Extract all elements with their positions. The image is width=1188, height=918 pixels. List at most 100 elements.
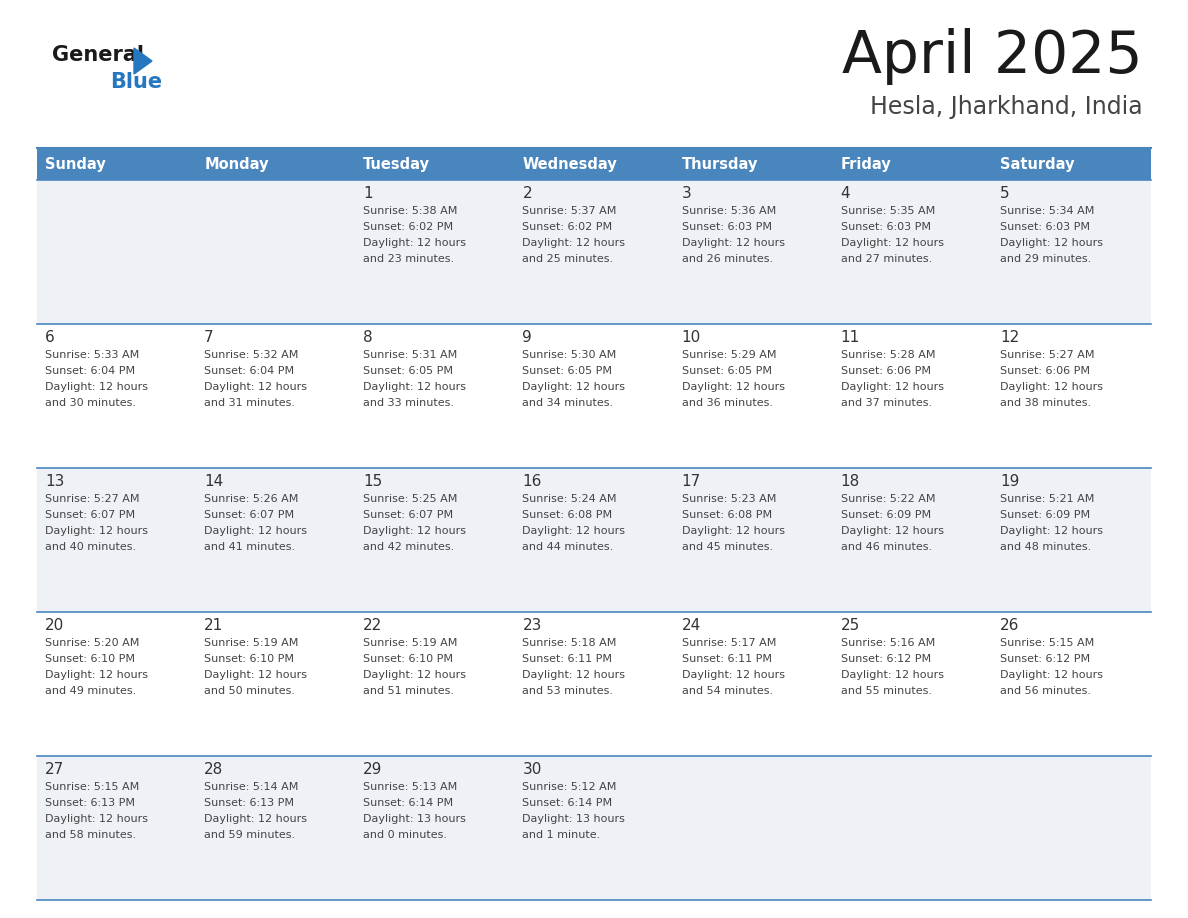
- Text: Daylight: 12 hours: Daylight: 12 hours: [841, 238, 943, 248]
- Text: Tuesday: Tuesday: [364, 156, 430, 172]
- Text: 27: 27: [45, 762, 64, 777]
- Text: and 30 minutes.: and 30 minutes.: [45, 398, 135, 408]
- Text: Daylight: 12 hours: Daylight: 12 hours: [523, 238, 625, 248]
- Text: and 50 minutes.: and 50 minutes.: [204, 686, 295, 696]
- Text: Sunrise: 5:23 AM: Sunrise: 5:23 AM: [682, 494, 776, 504]
- Text: and 31 minutes.: and 31 minutes.: [204, 398, 295, 408]
- Text: Sunrise: 5:19 AM: Sunrise: 5:19 AM: [204, 638, 298, 648]
- Text: Sunset: 6:07 PM: Sunset: 6:07 PM: [45, 510, 135, 520]
- Text: Sunset: 6:03 PM: Sunset: 6:03 PM: [841, 222, 930, 232]
- Text: 5: 5: [1000, 186, 1010, 201]
- Text: and 38 minutes.: and 38 minutes.: [1000, 398, 1091, 408]
- Polygon shape: [134, 48, 152, 74]
- Text: and 48 minutes.: and 48 minutes.: [1000, 542, 1091, 552]
- Text: General: General: [52, 45, 144, 65]
- Text: Sunrise: 5:26 AM: Sunrise: 5:26 AM: [204, 494, 298, 504]
- Text: 7: 7: [204, 330, 214, 345]
- Text: Sunrise: 5:15 AM: Sunrise: 5:15 AM: [1000, 638, 1094, 648]
- Text: Daylight: 12 hours: Daylight: 12 hours: [682, 238, 784, 248]
- Text: Sunrise: 5:12 AM: Sunrise: 5:12 AM: [523, 782, 617, 792]
- Text: Daylight: 12 hours: Daylight: 12 hours: [523, 382, 625, 392]
- Text: Sunset: 6:05 PM: Sunset: 6:05 PM: [523, 366, 613, 376]
- Bar: [37, 756, 1151, 900]
- Text: and 59 minutes.: and 59 minutes.: [204, 830, 296, 840]
- Text: Sunday: Sunday: [45, 156, 106, 172]
- Text: Sunset: 6:11 PM: Sunset: 6:11 PM: [523, 654, 613, 664]
- Text: Sunrise: 5:37 AM: Sunrise: 5:37 AM: [523, 206, 617, 216]
- Text: 11: 11: [841, 330, 860, 345]
- Text: Sunset: 6:14 PM: Sunset: 6:14 PM: [523, 798, 613, 808]
- Text: and 44 minutes.: and 44 minutes.: [523, 542, 614, 552]
- Text: 26: 26: [1000, 618, 1019, 633]
- Text: Hesla, Jharkhand, India: Hesla, Jharkhand, India: [871, 95, 1143, 119]
- Text: Sunrise: 5:28 AM: Sunrise: 5:28 AM: [841, 350, 935, 360]
- Text: 15: 15: [364, 474, 383, 489]
- Text: Sunset: 6:10 PM: Sunset: 6:10 PM: [204, 654, 295, 664]
- Text: Blue: Blue: [110, 72, 162, 92]
- Text: 14: 14: [204, 474, 223, 489]
- Text: 28: 28: [204, 762, 223, 777]
- Text: Daylight: 12 hours: Daylight: 12 hours: [364, 238, 466, 248]
- Text: Sunrise: 5:22 AM: Sunrise: 5:22 AM: [841, 494, 935, 504]
- Text: Sunset: 6:09 PM: Sunset: 6:09 PM: [1000, 510, 1089, 520]
- Text: Sunrise: 5:15 AM: Sunrise: 5:15 AM: [45, 782, 139, 792]
- Text: Sunset: 6:03 PM: Sunset: 6:03 PM: [682, 222, 771, 232]
- Text: Sunrise: 5:38 AM: Sunrise: 5:38 AM: [364, 206, 457, 216]
- Text: and 54 minutes.: and 54 minutes.: [682, 686, 772, 696]
- Text: Sunrise: 5:27 AM: Sunrise: 5:27 AM: [1000, 350, 1094, 360]
- Text: Daylight: 12 hours: Daylight: 12 hours: [841, 526, 943, 536]
- Text: Daylight: 12 hours: Daylight: 12 hours: [682, 526, 784, 536]
- Text: Sunset: 6:08 PM: Sunset: 6:08 PM: [682, 510, 772, 520]
- Text: Sunrise: 5:19 AM: Sunrise: 5:19 AM: [364, 638, 457, 648]
- Text: Daylight: 12 hours: Daylight: 12 hours: [204, 670, 308, 680]
- Text: Sunset: 6:14 PM: Sunset: 6:14 PM: [364, 798, 454, 808]
- Text: Sunset: 6:07 PM: Sunset: 6:07 PM: [364, 510, 454, 520]
- Text: Sunset: 6:06 PM: Sunset: 6:06 PM: [1000, 366, 1089, 376]
- Text: and 37 minutes.: and 37 minutes.: [841, 398, 931, 408]
- Text: 16: 16: [523, 474, 542, 489]
- Text: Sunrise: 5:36 AM: Sunrise: 5:36 AM: [682, 206, 776, 216]
- Text: April 2025: April 2025: [842, 28, 1143, 85]
- Text: Daylight: 12 hours: Daylight: 12 hours: [523, 526, 625, 536]
- Text: and 55 minutes.: and 55 minutes.: [841, 686, 931, 696]
- Text: Daylight: 12 hours: Daylight: 12 hours: [682, 670, 784, 680]
- Text: and 27 minutes.: and 27 minutes.: [841, 254, 931, 264]
- Text: Daylight: 12 hours: Daylight: 12 hours: [364, 670, 466, 680]
- Text: Sunset: 6:08 PM: Sunset: 6:08 PM: [523, 510, 613, 520]
- Text: Sunrise: 5:34 AM: Sunrise: 5:34 AM: [1000, 206, 1094, 216]
- Text: and 40 minutes.: and 40 minutes.: [45, 542, 137, 552]
- Text: and 56 minutes.: and 56 minutes.: [1000, 686, 1091, 696]
- Text: 4: 4: [841, 186, 851, 201]
- Text: 24: 24: [682, 618, 701, 633]
- Text: Sunrise: 5:14 AM: Sunrise: 5:14 AM: [204, 782, 298, 792]
- Text: 1: 1: [364, 186, 373, 201]
- Text: Wednesday: Wednesday: [523, 156, 618, 172]
- Text: Thursday: Thursday: [682, 156, 758, 172]
- Text: Daylight: 12 hours: Daylight: 12 hours: [45, 814, 148, 824]
- Text: Saturday: Saturday: [1000, 156, 1074, 172]
- Bar: [37, 468, 1151, 612]
- Bar: [37, 148, 1151, 180]
- Text: Sunset: 6:05 PM: Sunset: 6:05 PM: [364, 366, 454, 376]
- Text: Sunset: 6:13 PM: Sunset: 6:13 PM: [204, 798, 295, 808]
- Text: and 0 minutes.: and 0 minutes.: [364, 830, 448, 840]
- Text: 22: 22: [364, 618, 383, 633]
- Text: 3: 3: [682, 186, 691, 201]
- Text: Sunset: 6:12 PM: Sunset: 6:12 PM: [1000, 654, 1089, 664]
- Text: Sunrise: 5:20 AM: Sunrise: 5:20 AM: [45, 638, 139, 648]
- Text: Sunset: 6:05 PM: Sunset: 6:05 PM: [682, 366, 771, 376]
- Text: Sunrise: 5:33 AM: Sunrise: 5:33 AM: [45, 350, 139, 360]
- Text: Daylight: 12 hours: Daylight: 12 hours: [364, 526, 466, 536]
- Text: and 1 minute.: and 1 minute.: [523, 830, 601, 840]
- Text: Daylight: 12 hours: Daylight: 12 hours: [523, 670, 625, 680]
- Text: Monday: Monday: [204, 156, 268, 172]
- Text: Daylight: 12 hours: Daylight: 12 hours: [682, 382, 784, 392]
- Text: and 25 minutes.: and 25 minutes.: [523, 254, 613, 264]
- Text: Daylight: 12 hours: Daylight: 12 hours: [204, 814, 308, 824]
- Text: and 42 minutes.: and 42 minutes.: [364, 542, 455, 552]
- Bar: [37, 180, 1151, 324]
- Text: 12: 12: [1000, 330, 1019, 345]
- Text: Sunrise: 5:31 AM: Sunrise: 5:31 AM: [364, 350, 457, 360]
- Text: Sunrise: 5:29 AM: Sunrise: 5:29 AM: [682, 350, 776, 360]
- Text: 2: 2: [523, 186, 532, 201]
